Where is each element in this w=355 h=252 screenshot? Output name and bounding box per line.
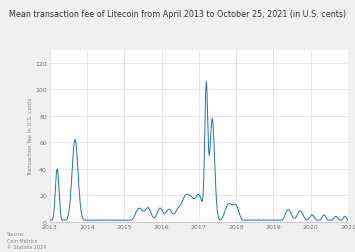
Text: Mean transaction fee of Litecoin from April 2013 to October 25, 2021 (in U.S. ce: Mean transaction fee of Litecoin from Ap… [9, 10, 346, 19]
Text: Source:
Coin Metrics
© Statista 2024: Source: Coin Metrics © Statista 2024 [7, 231, 47, 249]
Y-axis label: Transaction fee in U.S. cents: Transaction fee in U.S. cents [28, 97, 33, 175]
